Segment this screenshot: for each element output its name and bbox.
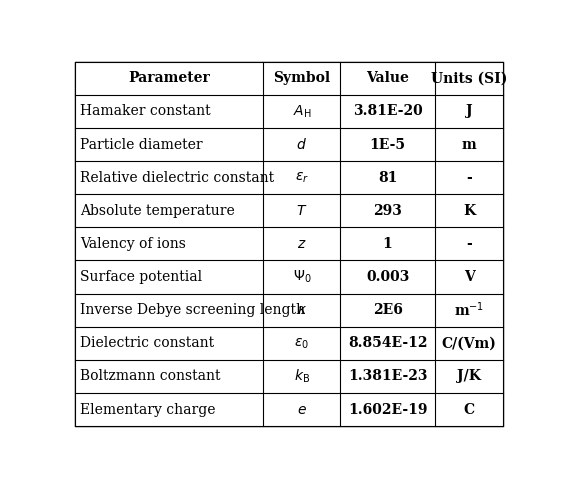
Text: Hamaker constant: Hamaker constant <box>80 104 211 118</box>
Bar <box>75 360 503 393</box>
Text: Symbol: Symbol <box>274 71 331 85</box>
Bar <box>75 393 503 426</box>
Text: 3.81E-20: 3.81E-20 <box>352 104 422 118</box>
Text: 1.602E-19: 1.602E-19 <box>348 403 428 416</box>
Text: Dielectric constant: Dielectric constant <box>80 336 214 350</box>
Text: Relative dielectric constant: Relative dielectric constant <box>80 170 274 185</box>
Text: $z$: $z$ <box>297 237 307 251</box>
Text: $A_{\mathrm{H}}$: $A_{\mathrm{H}}$ <box>293 103 311 120</box>
Text: C: C <box>464 403 474 416</box>
Bar <box>75 62 503 95</box>
Text: 1E-5: 1E-5 <box>369 138 406 152</box>
Text: Valency of ions: Valency of ions <box>80 237 186 251</box>
Text: Units (SI): Units (SI) <box>431 71 507 85</box>
Text: Parameter: Parameter <box>128 71 210 85</box>
Text: -: - <box>466 237 472 251</box>
Text: m: m <box>461 138 477 152</box>
Text: 1.381E-23: 1.381E-23 <box>348 369 428 384</box>
Bar <box>75 161 503 194</box>
Text: $T$: $T$ <box>296 204 307 218</box>
Text: m$^{-1}$: m$^{-1}$ <box>454 301 484 319</box>
Text: J: J <box>466 104 472 118</box>
Bar <box>75 227 503 260</box>
Text: $e$: $e$ <box>297 403 307 416</box>
Text: 1: 1 <box>383 237 393 251</box>
Text: K: K <box>463 204 475 218</box>
Text: J/K: J/K <box>457 369 481 384</box>
Text: 2E6: 2E6 <box>373 303 403 317</box>
Text: $\varepsilon_{r}$: $\varepsilon_{r}$ <box>295 170 309 185</box>
Text: Boltzmann constant: Boltzmann constant <box>80 369 221 384</box>
Text: Inverse Debye screening length: Inverse Debye screening length <box>80 303 305 317</box>
Text: $\varepsilon_{0}$: $\varepsilon_{0}$ <box>294 336 310 351</box>
Bar <box>75 128 503 161</box>
Text: V: V <box>464 270 474 284</box>
Text: -: - <box>466 170 472 185</box>
Bar <box>75 194 503 227</box>
Bar <box>75 327 503 360</box>
Text: 0.003: 0.003 <box>366 270 409 284</box>
Text: 8.854E-12: 8.854E-12 <box>348 336 428 350</box>
Text: Elementary charge: Elementary charge <box>80 403 215 416</box>
Text: $k_{\mathrm{B}}$: $k_{\mathrm{B}}$ <box>294 368 310 385</box>
Text: C/(Vm): C/(Vm) <box>442 336 496 350</box>
Bar <box>75 260 503 294</box>
Text: Value: Value <box>366 71 409 85</box>
Text: Surface potential: Surface potential <box>80 270 202 284</box>
Text: $\Psi_{0}$: $\Psi_{0}$ <box>293 269 311 285</box>
Text: 293: 293 <box>373 204 402 218</box>
Bar <box>75 294 503 327</box>
Text: $\kappa$: $\kappa$ <box>297 303 307 317</box>
Text: 81: 81 <box>378 170 397 185</box>
Text: $d$: $d$ <box>297 137 307 152</box>
Text: Particle diameter: Particle diameter <box>80 138 202 152</box>
Text: Absolute temperature: Absolute temperature <box>80 204 235 218</box>
Bar <box>75 95 503 128</box>
